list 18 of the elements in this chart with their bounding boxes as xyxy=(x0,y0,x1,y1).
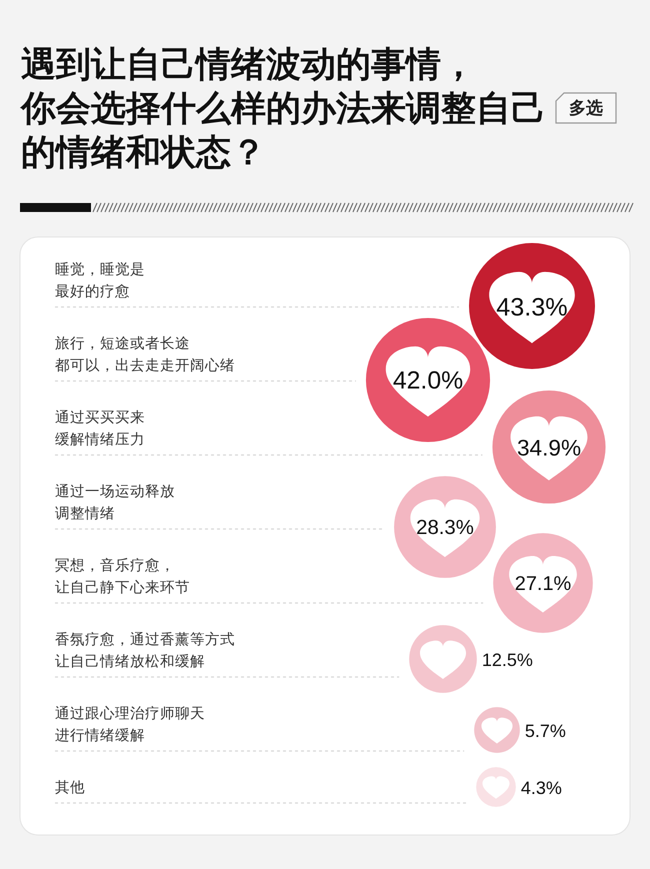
category-label: 其他 xyxy=(55,779,85,796)
category-label: 旅行，短途或者长途都可以，出去走走开阔心绪 xyxy=(55,335,235,374)
data-label: 34.9% xyxy=(516,436,582,461)
data-label: 28.3% xyxy=(416,517,474,540)
data-label: 4.3% xyxy=(520,778,562,798)
category-label: 香氛疗愈，通过香薰等方式让自己情绪放松和缓解 xyxy=(55,631,235,670)
category-label: 睡觉，睡觉是最好的疗愈 xyxy=(55,261,145,300)
data-label: 43.3% xyxy=(496,293,568,322)
data-label: 27.1% xyxy=(514,572,572,595)
category-label: 通过跟心理治疗师聊天进行情绪缓解 xyxy=(55,705,205,744)
data-label: 42.0% xyxy=(392,368,464,395)
text: 遇到让自己情绪波动的事情，你会选择什么样的办法来调整自己的情绪和状态？ xyxy=(19,45,546,172)
text: 多选 xyxy=(569,98,603,118)
category-label: 冥想，音乐疗愈，让自己静下心来环节 xyxy=(55,557,190,596)
category-label: 通过买买买来缓解情绪压力 xyxy=(55,409,145,448)
data-label: 12.5% xyxy=(482,650,533,670)
data-label: 5.7% xyxy=(524,721,566,741)
category-label: 通过一场运动释放调整情绪 xyxy=(55,483,175,522)
